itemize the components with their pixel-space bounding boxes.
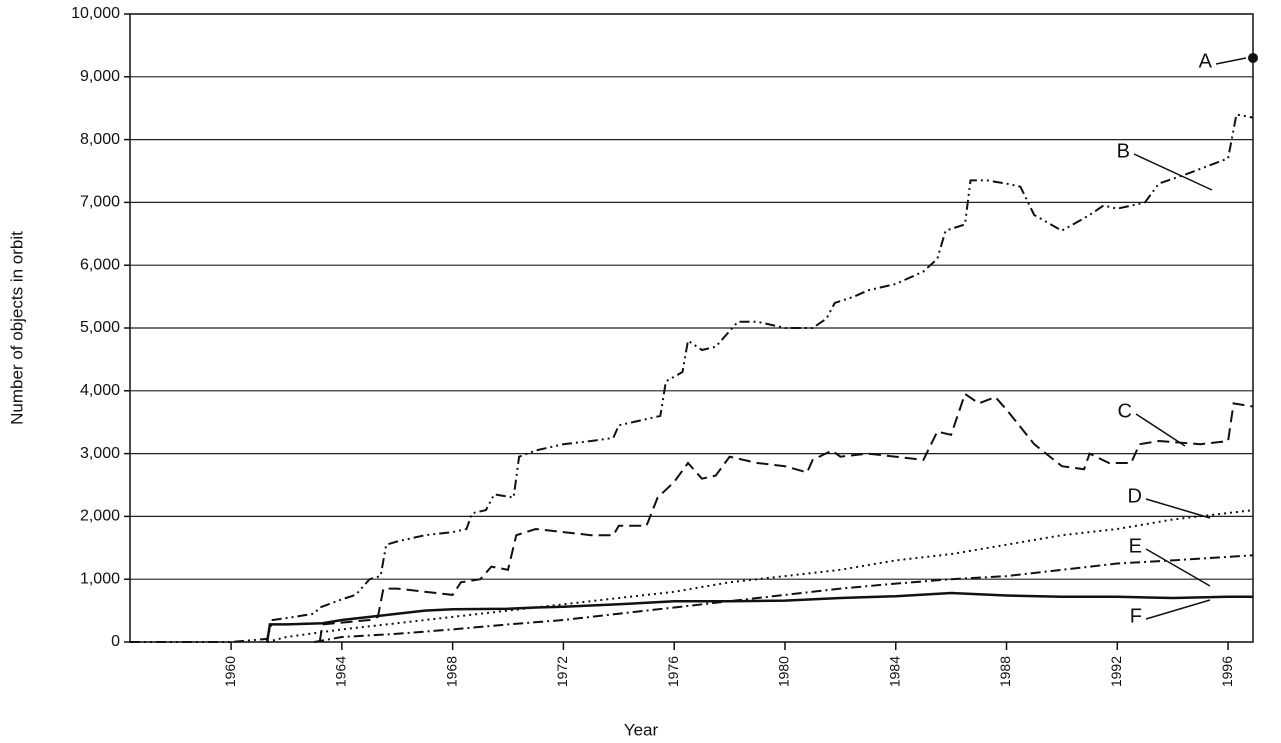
leader-line xyxy=(1145,498,1211,519)
x-tick-label: 1984 xyxy=(886,656,902,687)
series-label: B xyxy=(1117,140,1130,162)
series-label: A xyxy=(1199,50,1213,72)
leader-line xyxy=(1215,57,1247,65)
x-tick-label: 1960 xyxy=(222,656,238,687)
series-line xyxy=(314,554,1254,643)
y-tick-label: 8,000 xyxy=(80,131,120,148)
y-tick-label: 0 xyxy=(111,633,120,650)
x-tick-label: 1996 xyxy=(1219,656,1235,687)
x-tick-label: 1964 xyxy=(333,656,349,687)
y-tick-label: 2,000 xyxy=(80,508,120,525)
x-tick-label: 1968 xyxy=(443,656,459,687)
series-line xyxy=(265,591,1253,643)
y-tick-label: 4,000 xyxy=(80,382,120,399)
data-point xyxy=(1248,52,1258,63)
y-tick-label: 1,000 xyxy=(80,570,120,587)
x-tick-label: 1972 xyxy=(554,656,570,687)
x-tick-label: 1988 xyxy=(997,656,1013,687)
y-tick-label: 9,000 xyxy=(80,68,120,85)
leader-line xyxy=(1133,153,1213,191)
y-tick-label: 6,000 xyxy=(80,256,120,273)
y-axis-title: Number of objects in orbit xyxy=(7,231,26,425)
leader-line xyxy=(1145,548,1211,587)
x-tick-label: 1980 xyxy=(776,656,792,687)
y-tick-label: 3,000 xyxy=(80,445,120,462)
series-line xyxy=(266,509,1254,643)
y-tick-label: 7,000 xyxy=(80,194,120,211)
leader-line xyxy=(1145,599,1211,620)
leader-line xyxy=(1135,413,1186,447)
x-axis-title: Year xyxy=(624,720,659,739)
x-tick-label: 1976 xyxy=(665,656,681,687)
series-line xyxy=(318,392,1254,643)
series-label: E xyxy=(1129,535,1142,557)
y-tick-label: 5,000 xyxy=(80,319,120,336)
series-label: C xyxy=(1118,400,1132,422)
series-label: D xyxy=(1128,485,1142,507)
y-tick-label: 10,000 xyxy=(71,5,120,22)
series-line xyxy=(130,113,1254,643)
series-label: F xyxy=(1130,605,1142,627)
x-tick-label: 1992 xyxy=(1108,656,1124,687)
